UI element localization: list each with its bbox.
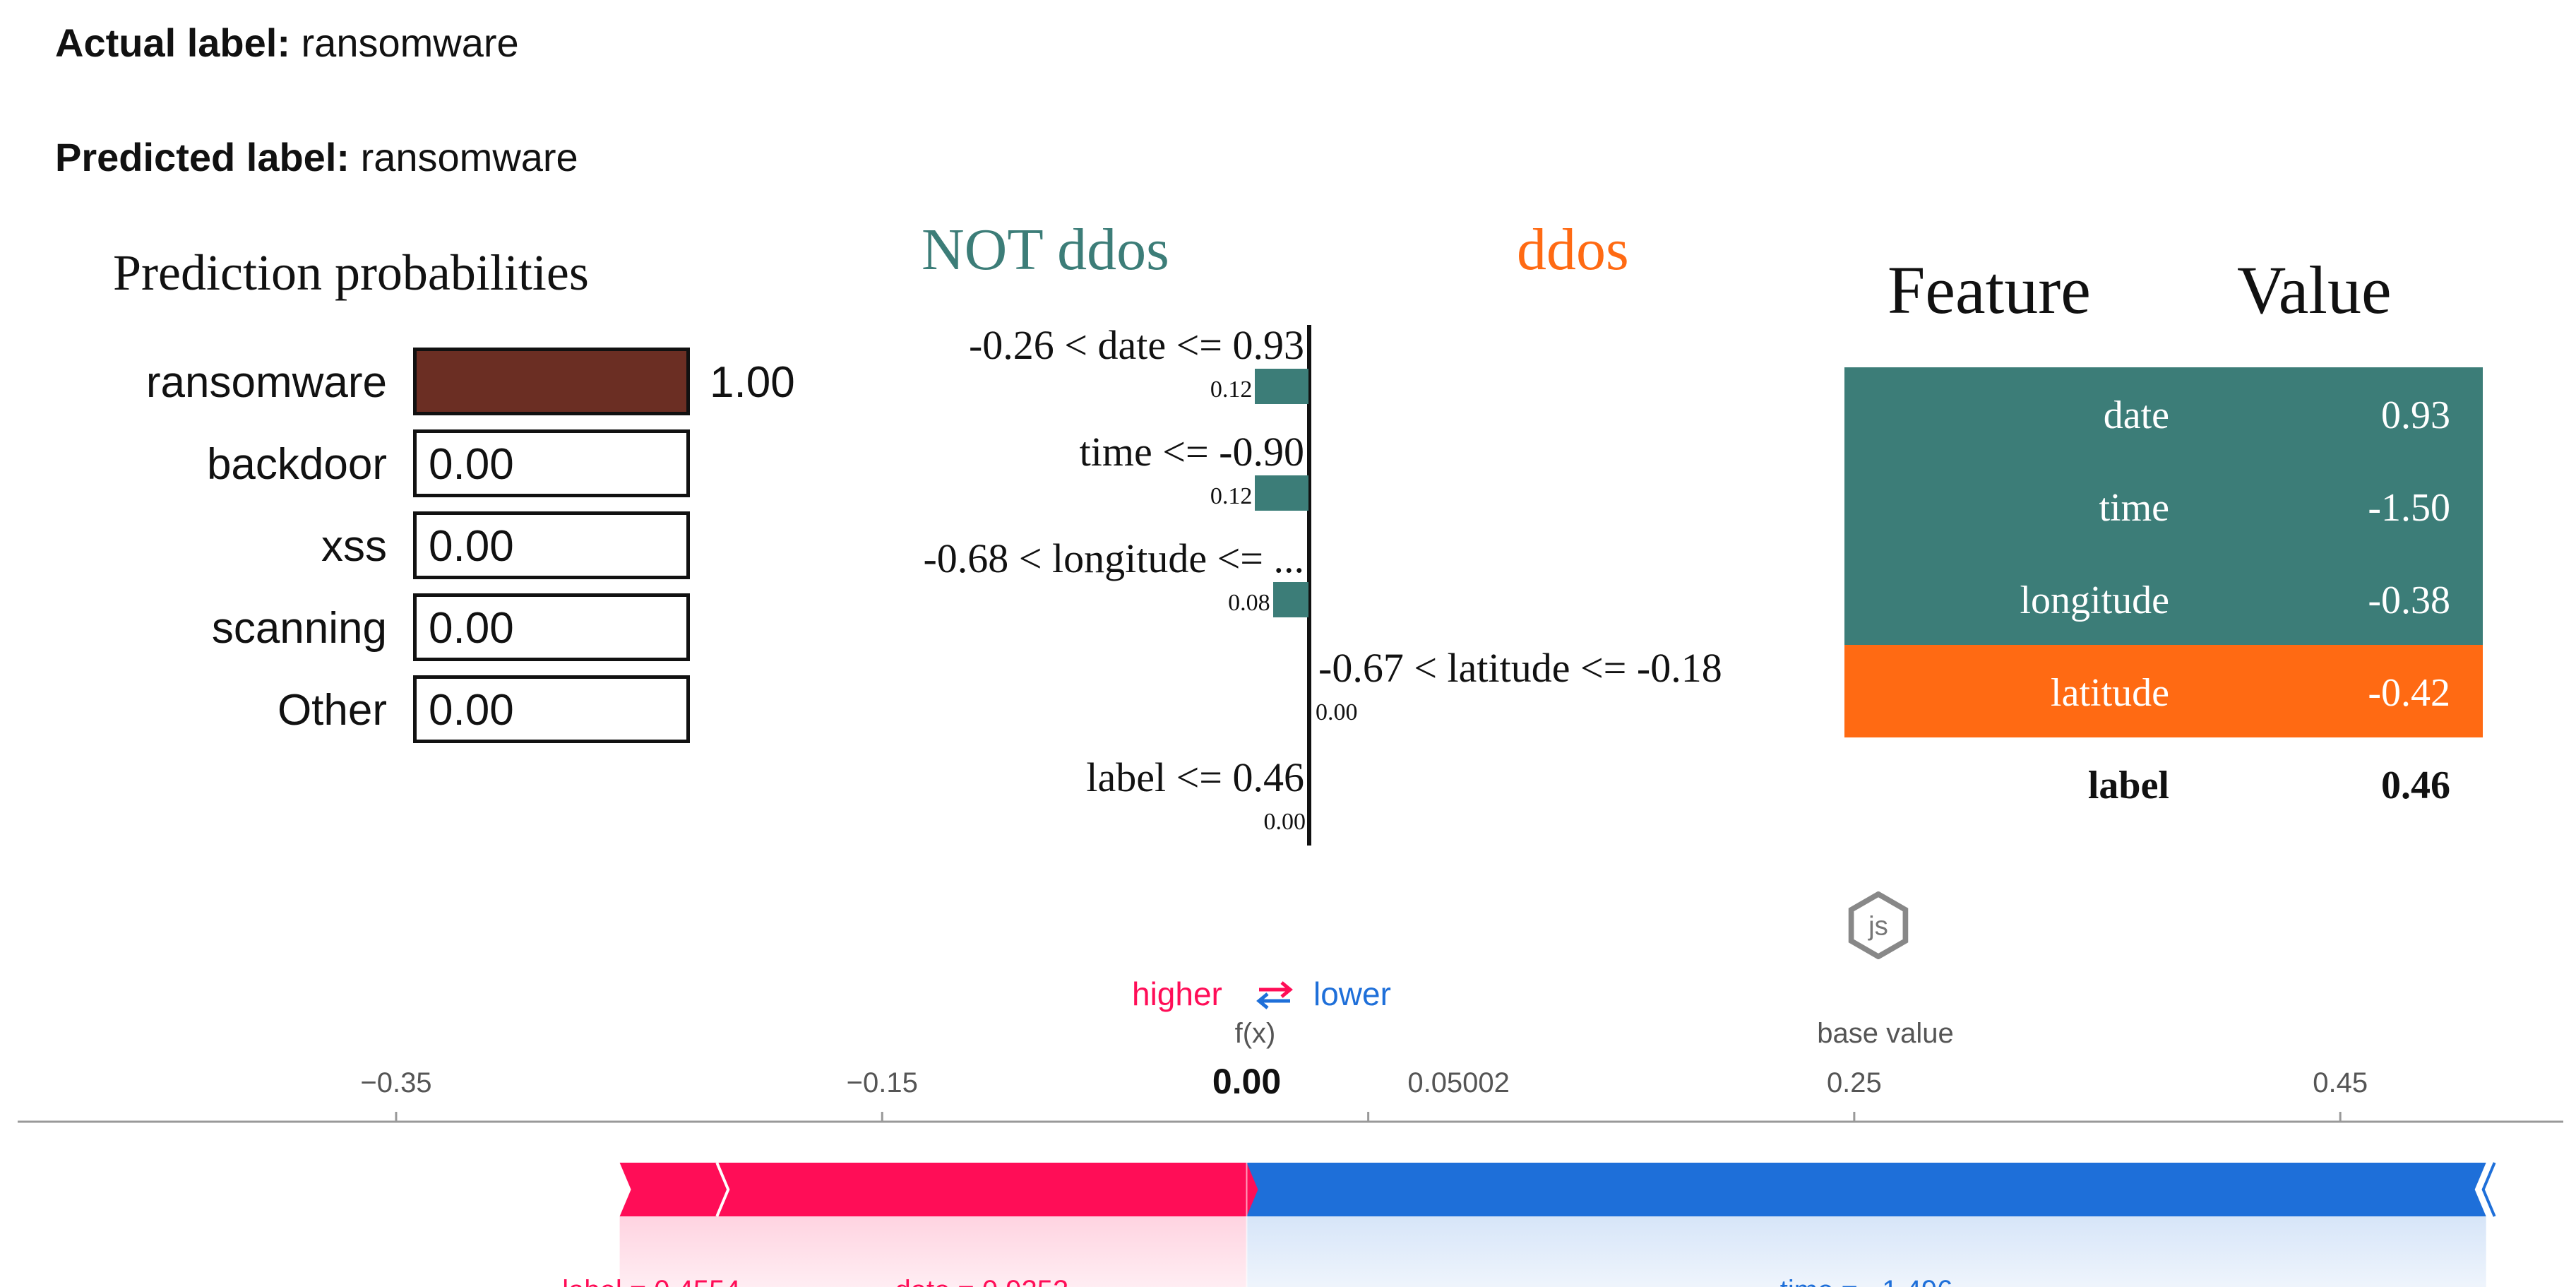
feature-table-row: date 0.93 (1844, 367, 2483, 460)
feature-value-cell: -0.42 (2368, 671, 2450, 715)
prob-bar (413, 348, 690, 415)
feature-value-cell: -1.50 (2368, 486, 2450, 530)
feature-column-header: Feature (1888, 252, 2091, 328)
explanation-weight: 0.00 (1316, 699, 1358, 725)
feature-name-cell: date (2103, 393, 2169, 437)
higher-separator (715, 1162, 730, 1217)
feature-name-cell: latitude (2051, 671, 2169, 715)
prob-value: 0.00 (429, 604, 514, 653)
higher-shade (717, 1216, 1247, 1287)
feature-table-row: longitude -0.38 (1844, 552, 2483, 645)
force-tick-label: −0.35 (360, 1067, 431, 1098)
explanation-condition: -0.68 < longitude <= ... (923, 535, 1304, 581)
explanation-weight: 0.12 (1210, 483, 1253, 509)
prob-bar (413, 593, 690, 661)
prob-value: 0.00 (429, 522, 514, 571)
js-hexagon-icon: js (1848, 891, 1909, 959)
prob-value: 1.00 (710, 358, 795, 407)
explanation-axis (1307, 325, 1311, 846)
actual-label-line: Actual label: ransomware (55, 20, 519, 66)
lower-segment-label: time = −1.496 (1780, 1275, 1953, 1287)
not-ddos-title: NOT ddos (922, 217, 1169, 283)
higher-shade (619, 1216, 717, 1287)
feature-table-row: latitude -0.42 (1844, 645, 2483, 737)
explanation-weight: 0.12 (1210, 376, 1253, 403)
lower-force-bar (1246, 1163, 2486, 1216)
fx-label: f(x) (1235, 1018, 1276, 1049)
prob-label-xss: xss (321, 522, 387, 571)
predicted-label-value: ransomware (360, 135, 578, 179)
feature-value-cell: 0.93 (2381, 393, 2450, 437)
predicted-label-key: Predicted label: (55, 135, 350, 179)
lower-end-chevron (2481, 1162, 2496, 1217)
explanation-weight: 0.00 (1263, 809, 1306, 835)
higher-segment-label: date = 0.9252 (895, 1275, 1068, 1287)
actual-label-value: ransomware (301, 20, 519, 65)
higher-force-bar (717, 1163, 1258, 1216)
actual-label-key: Actual label: (55, 20, 290, 65)
explanation-condition: -0.67 < latitude <= -0.18 (1318, 645, 1722, 691)
feature-name-cell: longitude (2020, 579, 2169, 622)
force-plot: −0.35 −0.15 0.25 0.45 0.05002 base value f(x) 0… (18, 1018, 2563, 1287)
explanation-condition: label <= 0.46 (1086, 754, 1304, 800)
base-value-number: 0.05002 (1407, 1067, 1510, 1098)
lower-shade (1246, 1216, 2486, 1287)
prob-label-ransomware: ransomware (145, 358, 387, 407)
prob-value: 0.00 (429, 440, 514, 489)
feature-name-cell: label (2087, 764, 2169, 807)
ddos-title: ddos (1517, 217, 1629, 283)
explanation-weight: 0.08 (1228, 590, 1270, 616)
swap-arrows-icon (1256, 981, 1293, 1009)
prob-bar (413, 511, 690, 579)
prob-bar (413, 429, 690, 497)
lower-label: lower (1313, 975, 1391, 1012)
feature-table-row: time -1.50 (1844, 460, 2483, 552)
feature-name-cell: time (2099, 486, 2169, 530)
explanation-bar (1255, 475, 1308, 511)
explanation-condition: -0.26 < date <= 0.93 (968, 322, 1304, 368)
explanation-condition: time <= -0.90 (1079, 429, 1304, 475)
prediction-probabilities-title: Prediction probabilities (113, 244, 589, 301)
feature-table-row: label 0.46 (1844, 737, 2483, 830)
force-tick-label: 0.45 (2313, 1067, 2368, 1098)
prob-value: 0.00 (429, 686, 514, 735)
prob-label-other: Other (277, 686, 387, 735)
predicted-label-line: Predicted label: ransomware (55, 134, 578, 180)
prob-label-scanning: scanning (211, 604, 387, 653)
feature-value-cell: -0.38 (2368, 579, 2450, 622)
prob-bar-fill (417, 351, 686, 412)
base-value-label: base value (1817, 1018, 1953, 1049)
higher-segment-label: label = 0.4554 (562, 1275, 740, 1287)
higher-label: higher (1132, 975, 1222, 1012)
force-tick-label: −0.15 (847, 1067, 918, 1098)
explanation-bar (1255, 369, 1308, 404)
feature-value-cell: 0.46 (2381, 764, 2450, 807)
higher-force-bar (619, 1163, 729, 1216)
svg-text:js: js (1868, 911, 1888, 941)
prob-bar (413, 675, 690, 743)
explanation-bar (1272, 582, 1308, 617)
fx-value: 0.00 (1212, 1062, 1281, 1101)
value-column-header: Value (2237, 252, 2392, 328)
force-tick-label: 0.25 (1827, 1067, 1882, 1098)
prob-label-backdoor: backdoor (206, 440, 387, 489)
